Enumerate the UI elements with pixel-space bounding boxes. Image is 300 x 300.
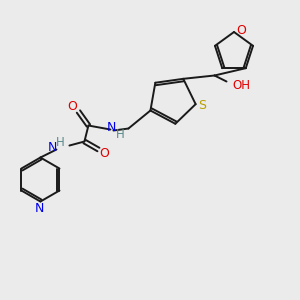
Text: N: N <box>107 121 116 134</box>
Text: H: H <box>116 128 125 141</box>
Text: O: O <box>68 100 77 113</box>
Text: N: N <box>35 202 44 215</box>
Text: O: O <box>236 25 246 38</box>
Text: OH: OH <box>232 79 250 92</box>
Text: O: O <box>100 147 110 160</box>
Text: H: H <box>56 136 65 149</box>
Text: N: N <box>48 141 57 154</box>
Text: S: S <box>198 99 206 112</box>
